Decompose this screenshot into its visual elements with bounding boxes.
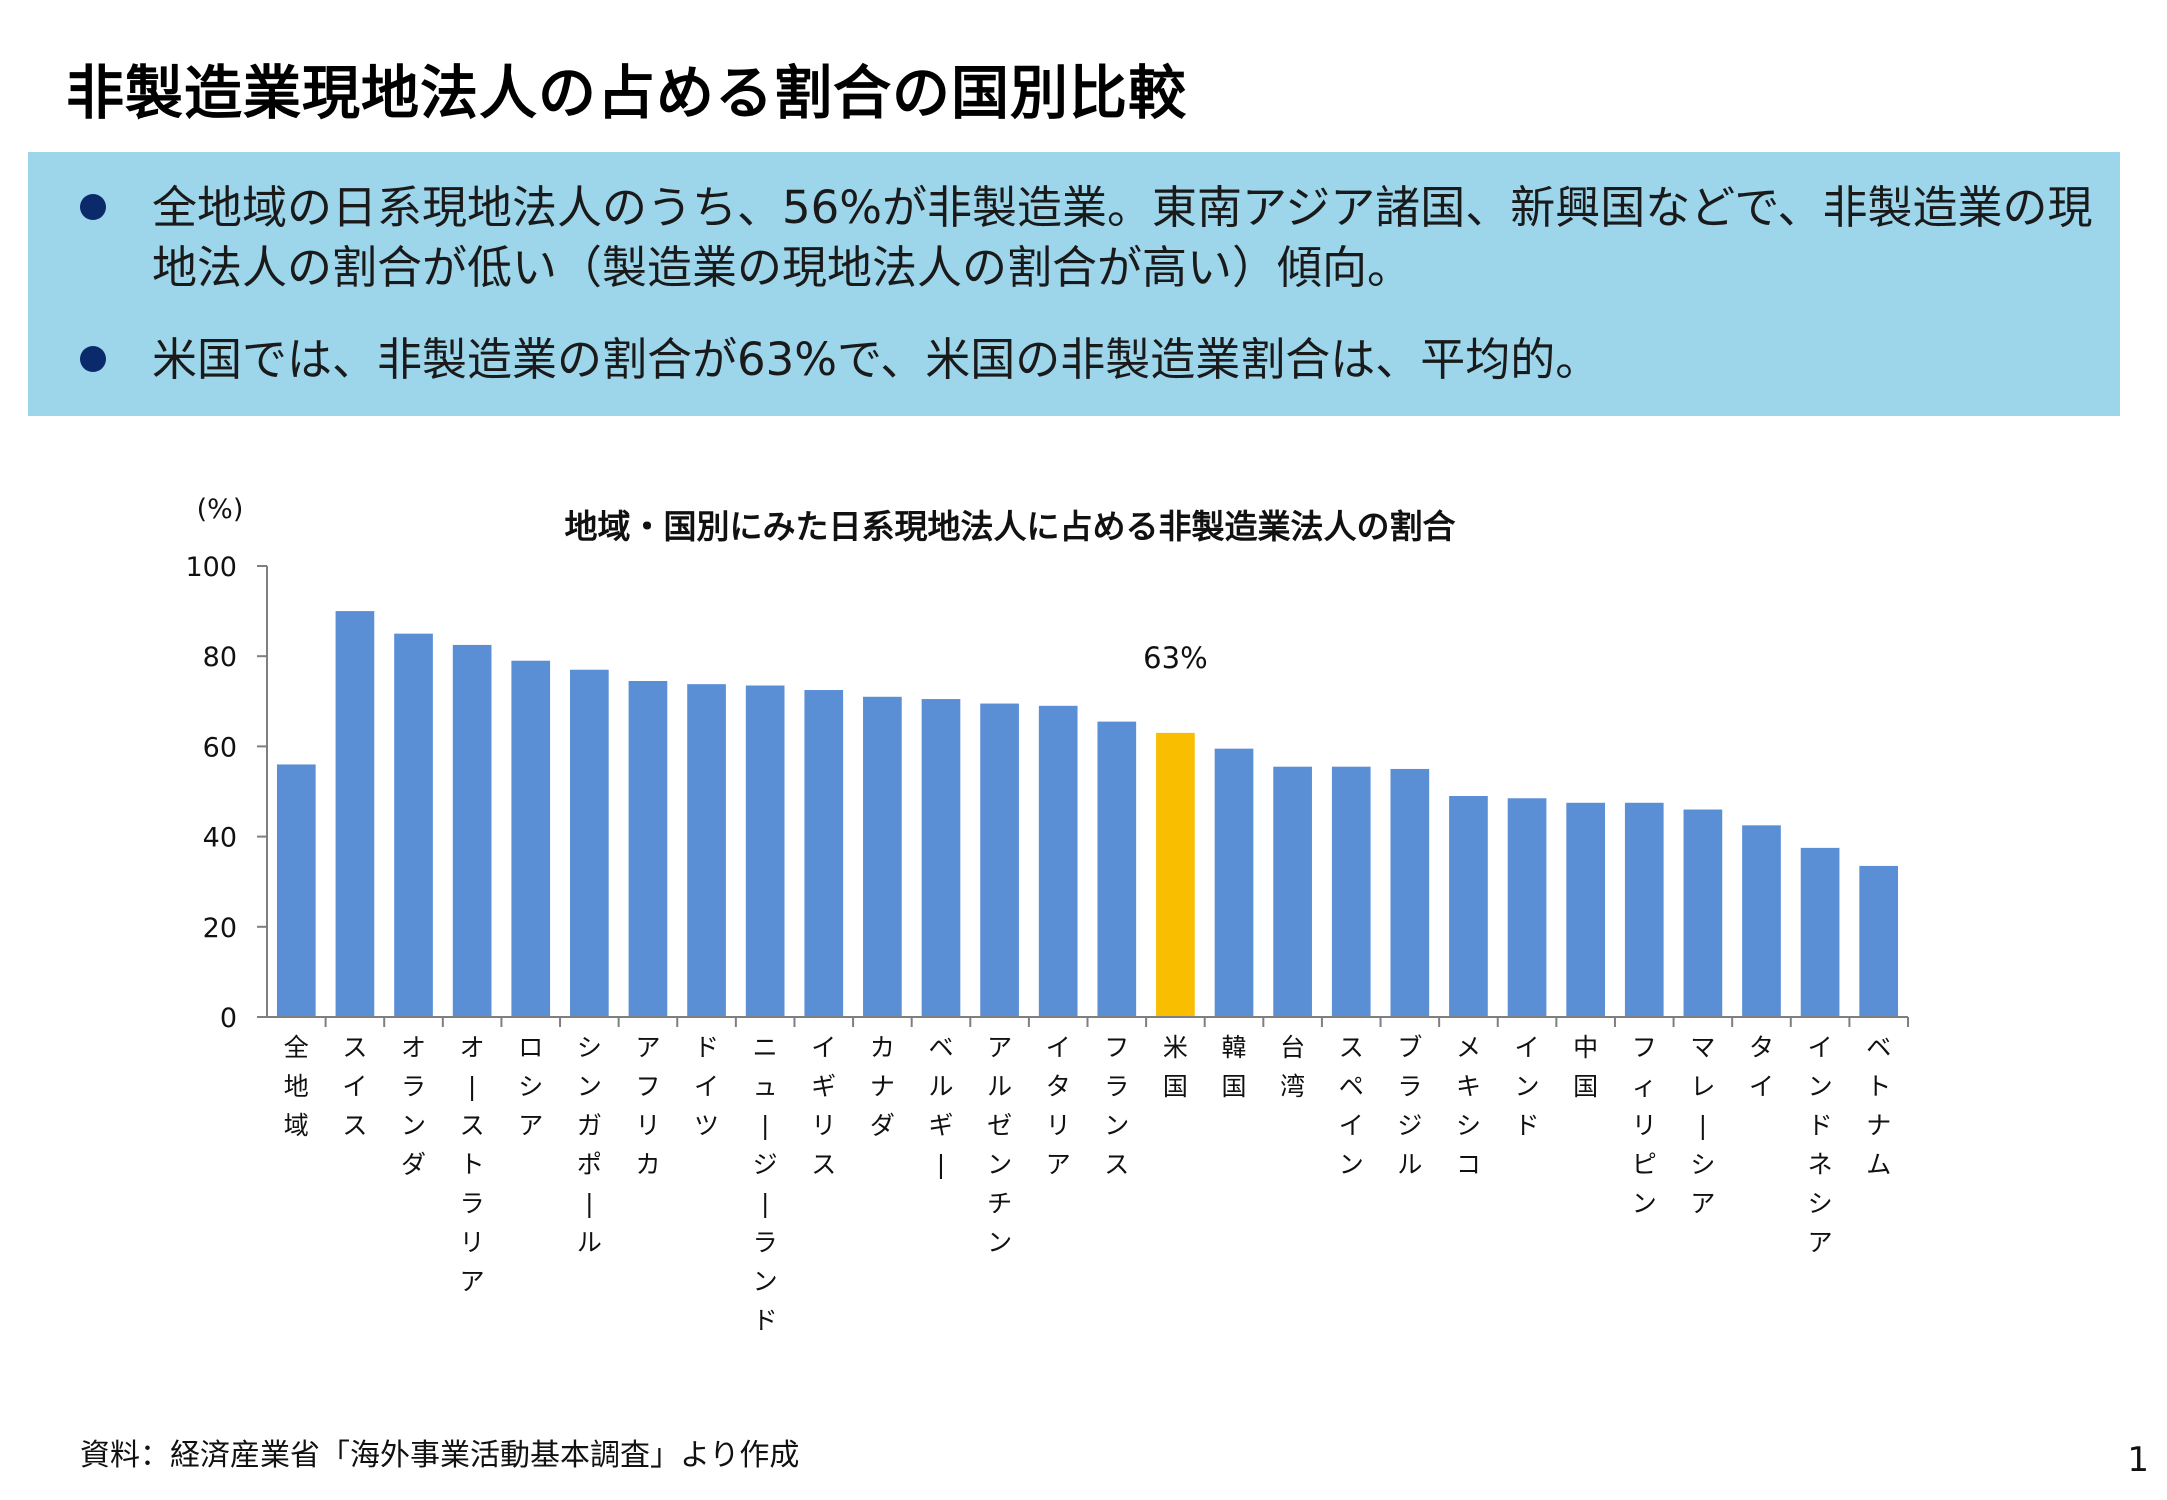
bar-12 (921, 699, 961, 1017)
x-category-label: 全地域 (284, 1033, 309, 1140)
x-category-label: タイ (1749, 1033, 1774, 1101)
x-category-label: 米国 (1163, 1033, 1188, 1101)
x-category-label: ドイツ (694, 1033, 719, 1140)
bar-15 (1097, 721, 1137, 1017)
x-category-label: カナダ (870, 1033, 895, 1140)
bullet-dot-icon (80, 194, 106, 220)
x-category-label: アルゼンチン (987, 1033, 1012, 1257)
bar-8 (687, 684, 726, 1017)
y-tick-label: 0 (220, 1003, 237, 1034)
bar-2 (335, 611, 375, 1017)
x-category-label: インド (1515, 1033, 1540, 1140)
bars (276, 611, 1899, 1017)
bar-26 (1742, 825, 1781, 1017)
chart-title: 地域・国別にみた日系現地法人に占める非製造業法人の割合 (565, 507, 1456, 546)
x-category-label: マレ|シア (1690, 1033, 1715, 1218)
x-category-label: イタリア (1046, 1033, 1071, 1179)
bar-chart: 地域・国別にみた日系現地法人に占める非製造業法人の割合 (%) 0 20 40 60 8… (185, 494, 1909, 1335)
bar-1 (276, 764, 316, 1017)
bar-13 (980, 703, 1019, 1017)
x-category-label: ニュ|ジ|ランド (753, 1033, 778, 1335)
highlight-data-label: 63% (1143, 641, 1207, 675)
bar-6 (569, 669, 609, 1017)
bar-4 (452, 644, 492, 1017)
bullet-text: 全地域の日系現地法人のうち、56%が非製造業。東南アジア諸国、新興国などで、非製… (152, 181, 2093, 294)
x-category-label: ブラジル (1397, 1033, 1422, 1179)
bar-21 (1449, 796, 1488, 1017)
bar-27 (1800, 847, 1840, 1017)
bullet-dot-icon (80, 346, 106, 372)
bar-9 (745, 685, 785, 1017)
x-category-label: オ|ストラリア (460, 1033, 485, 1296)
bar-7 (628, 681, 668, 1017)
x-category-label: 韓国 (1222, 1033, 1247, 1101)
x-category-label: ベトナム (1866, 1033, 1891, 1179)
bar-5 (511, 660, 551, 1017)
x-category-label: スイス (342, 1033, 367, 1140)
x-category-label: シンガポ|ル (577, 1033, 602, 1257)
source-note: 資料：経済産業省「海外事業活動基本調査」より作成 (80, 1438, 800, 1473)
bullet-text: 米国では、非製造業の割合が63%で、米国の非製造業割合は、平均的。 (152, 333, 1601, 386)
bar-11 (863, 696, 902, 1017)
x-category-label: イギリス (811, 1033, 836, 1179)
x-axis-labels: 全地域 スイス オランダ オ|ストラリア ロシア シンガポ|ル アフリカ ドイツ ニュ|ジ|ラン… (284, 1017, 1909, 1335)
y-tick-label: 80 (203, 642, 237, 673)
x-category-label: アフリカ (635, 1033, 660, 1179)
x-category-label: 台湾 (1280, 1033, 1305, 1101)
bar-22 (1507, 798, 1547, 1017)
bar-16 (1156, 732, 1195, 1017)
x-category-label: オランダ (401, 1033, 426, 1179)
x-category-label: ロシア (518, 1033, 543, 1140)
x-category-label: メキシコ (1456, 1033, 1481, 1179)
bar-19 (1331, 766, 1371, 1017)
x-category-label: インドネシア (1808, 1033, 1833, 1257)
bar-23 (1566, 802, 1606, 1017)
bar-17 (1214, 748, 1254, 1017)
y-tick-label: 40 (203, 823, 237, 854)
bar-20 (1390, 768, 1430, 1017)
y-tick-label: 20 (203, 913, 237, 944)
x-category-label: ベルギ| (928, 1033, 953, 1179)
bar-14 (1038, 705, 1078, 1017)
summary-box: 全地域の日系現地法人のうち、56%が非製造業。東南アジア諸国、新興国などで、非製… (28, 152, 2120, 416)
x-category-label: スペイン (1339, 1033, 1364, 1179)
bar-18 (1273, 766, 1312, 1017)
bar-3 (394, 633, 433, 1017)
bar-25 (1683, 809, 1723, 1017)
slide-title: 非製造業現地法人の占める割合の国別比較 (66, 59, 1188, 127)
y-tick-label: 60 (203, 732, 237, 763)
bar-28 (1859, 865, 1899, 1017)
bar-10 (804, 690, 844, 1017)
x-category-label: フランス (1104, 1033, 1129, 1179)
bar-24 (1624, 802, 1664, 1017)
y-tick-label: 100 (185, 552, 237, 583)
x-category-label: フィリピン (1632, 1033, 1657, 1218)
page-number: 1 (2127, 1440, 2149, 1480)
x-category-label: 中国 (1573, 1033, 1598, 1101)
y-axis-ticks: 0 20 40 60 80 100 (185, 552, 267, 1034)
y-axis-unit-label: (%) (197, 494, 244, 525)
